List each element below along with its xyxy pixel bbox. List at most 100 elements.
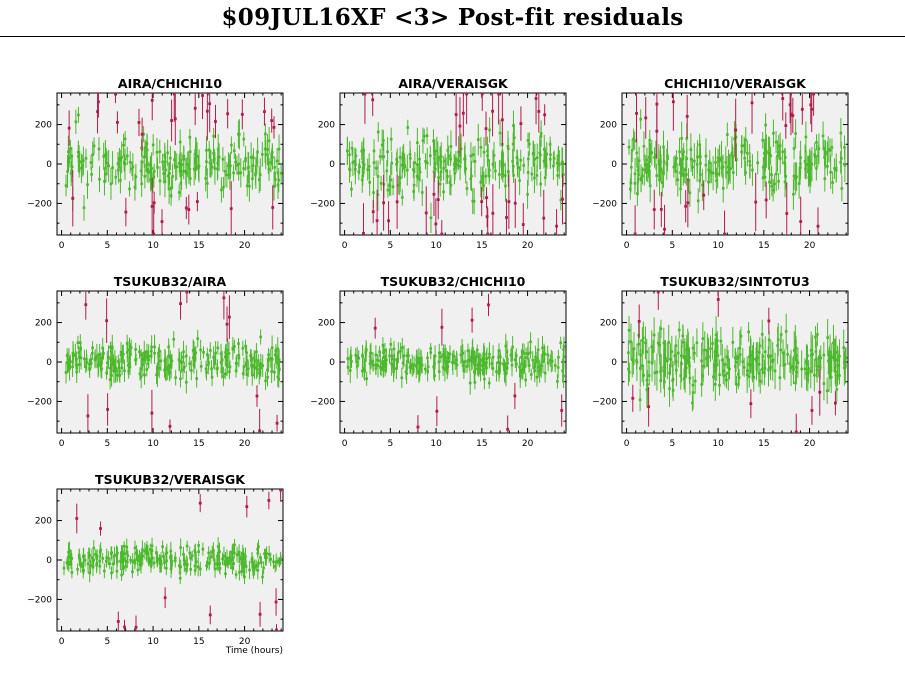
data-point <box>518 179 521 182</box>
data-point <box>188 150 192 153</box>
data-point <box>232 171 235 175</box>
data-point <box>774 140 778 144</box>
data-point <box>709 171 713 174</box>
data-point <box>165 366 169 370</box>
data-point <box>536 348 540 352</box>
data-point <box>485 366 488 370</box>
data-point <box>249 357 253 361</box>
data-point <box>252 568 255 572</box>
data-point <box>645 158 649 162</box>
data-point <box>212 558 216 561</box>
data-point <box>197 550 200 553</box>
data-point <box>740 150 743 154</box>
data-point <box>245 373 249 376</box>
data-point <box>555 161 559 165</box>
data-point <box>437 176 440 179</box>
data-point <box>477 363 480 367</box>
data-point <box>83 558 87 562</box>
data-point <box>520 355 523 359</box>
data-point <box>403 165 407 169</box>
data-point <box>275 159 279 163</box>
data-point <box>102 352 105 355</box>
data-point <box>123 157 127 161</box>
data-point <box>102 155 105 158</box>
data-point <box>826 150 829 154</box>
data-point <box>660 181 664 184</box>
data-point <box>154 551 158 554</box>
data-point <box>426 370 429 373</box>
outlier-point <box>137 121 141 124</box>
data-point <box>188 177 192 180</box>
data-point <box>458 164 462 168</box>
data-point <box>751 168 754 172</box>
data-point <box>157 366 161 370</box>
data-point <box>400 163 404 167</box>
data-point <box>395 160 399 164</box>
data-point <box>804 135 808 139</box>
data-point <box>199 365 203 368</box>
data-point <box>502 362 505 366</box>
data-point <box>417 176 421 180</box>
outlier-point <box>382 201 386 205</box>
data-point <box>220 358 224 361</box>
outlier-point <box>750 101 754 105</box>
data-point <box>170 359 174 363</box>
y-tick-label: 0 <box>611 160 617 170</box>
data-point <box>82 159 85 163</box>
data-point <box>687 347 690 350</box>
data-point <box>509 353 513 357</box>
data-point <box>87 362 91 366</box>
data-point <box>353 160 357 163</box>
data-point <box>244 344 247 348</box>
y-tick-label: −200 <box>27 199 52 209</box>
data-point <box>274 349 278 352</box>
data-point <box>471 350 474 354</box>
data-point <box>146 552 150 556</box>
data-point <box>470 174 473 178</box>
y-tick-label: −200 <box>592 199 617 209</box>
data-point <box>390 362 393 365</box>
data-point <box>110 363 113 366</box>
data-point <box>669 357 672 361</box>
data-point <box>418 368 421 371</box>
data-point <box>556 174 559 177</box>
data-point <box>89 361 93 365</box>
data-point <box>378 155 382 158</box>
data-point <box>518 365 521 369</box>
outlier-point <box>480 93 484 96</box>
data-point <box>114 175 118 179</box>
data-point <box>693 352 696 355</box>
data-point <box>150 556 154 559</box>
outlier-point <box>152 232 156 235</box>
data-point <box>457 159 460 163</box>
data-point <box>834 370 838 374</box>
data-point <box>273 166 277 169</box>
data-point <box>709 347 712 350</box>
outlier-point <box>123 625 126 629</box>
data-point <box>434 167 437 171</box>
data-point <box>533 157 537 161</box>
data-point <box>413 161 417 165</box>
data-point <box>184 354 188 358</box>
data-points <box>64 93 283 235</box>
data-point <box>507 170 510 174</box>
data-point <box>733 137 736 141</box>
outlier-point <box>179 302 182 306</box>
x-tick-label: 0 <box>342 439 348 449</box>
data-point <box>218 567 222 570</box>
outlier-point <box>225 322 229 326</box>
data-point <box>177 191 181 194</box>
data-point <box>464 167 468 171</box>
data-point <box>213 567 217 571</box>
outlier-point <box>521 223 525 226</box>
data-point <box>68 548 71 552</box>
data-point <box>527 157 530 161</box>
data-point <box>831 181 834 184</box>
data-point <box>231 347 235 350</box>
data-point <box>773 369 777 373</box>
data-point <box>409 156 412 160</box>
data-point <box>438 182 442 186</box>
y-tick-label: 0 <box>611 358 617 368</box>
data-point <box>784 330 788 333</box>
data-point <box>711 342 714 345</box>
